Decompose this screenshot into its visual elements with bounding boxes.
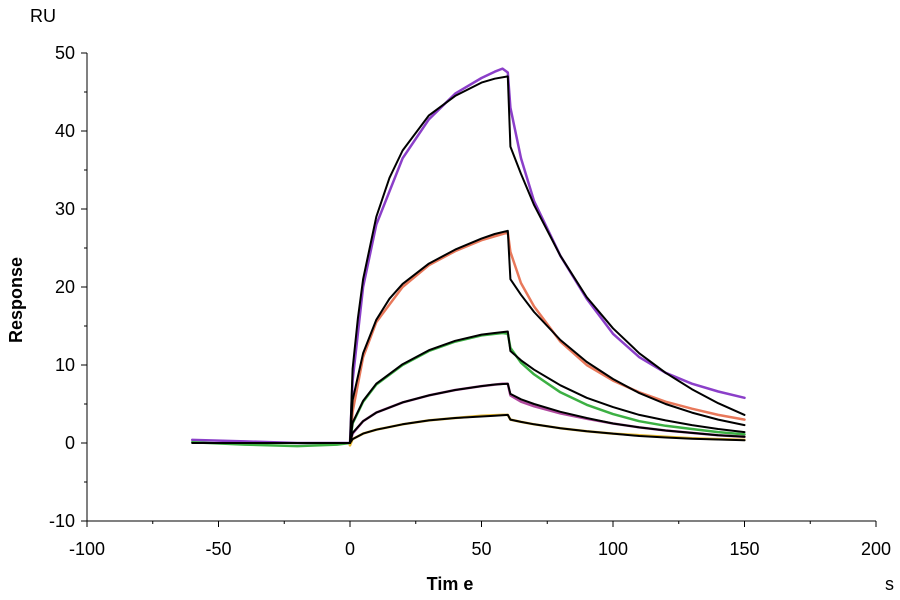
x-tick-label: 200 bbox=[861, 539, 891, 559]
y-unit-label: RU bbox=[30, 6, 56, 26]
y-axis-ticks: -10 0 10 20 30 40 50 bbox=[49, 43, 87, 531]
x-axis-title: Tim e bbox=[427, 574, 474, 594]
fit-curve-8 bbox=[349, 382, 746, 444]
y-tick-label: 10 bbox=[55, 355, 75, 375]
x-axis-ticks: -100 -50 0 50 100 150 200 bbox=[69, 521, 891, 559]
fit-curve-7 bbox=[349, 330, 746, 444]
y-tick-label: -10 bbox=[49, 511, 75, 531]
x-tick-label: 100 bbox=[598, 539, 628, 559]
x-tick-label: 50 bbox=[471, 539, 491, 559]
x-tick-label: -100 bbox=[69, 539, 105, 559]
series-layer bbox=[190, 67, 746, 448]
x-tick-label: 150 bbox=[729, 539, 759, 559]
y-axis-title: Response bbox=[6, 257, 26, 343]
y-tick-label: 0 bbox=[65, 433, 75, 453]
x-tick-label: 0 bbox=[345, 539, 355, 559]
fit-curve-6 bbox=[349, 229, 746, 444]
measured-curve-4 bbox=[348, 413, 746, 447]
x-unit-label: s bbox=[885, 574, 894, 594]
fit-curve-9 bbox=[349, 413, 746, 444]
y-tick-label: 40 bbox=[55, 121, 75, 141]
y-tick-label: 50 bbox=[55, 43, 75, 63]
y-tick-label: 20 bbox=[55, 277, 75, 297]
measured-curve-3 bbox=[348, 382, 746, 445]
y-tick-label: 30 bbox=[55, 199, 75, 219]
measured-curve-1 bbox=[348, 231, 746, 447]
x-tick-label: -50 bbox=[205, 539, 231, 559]
